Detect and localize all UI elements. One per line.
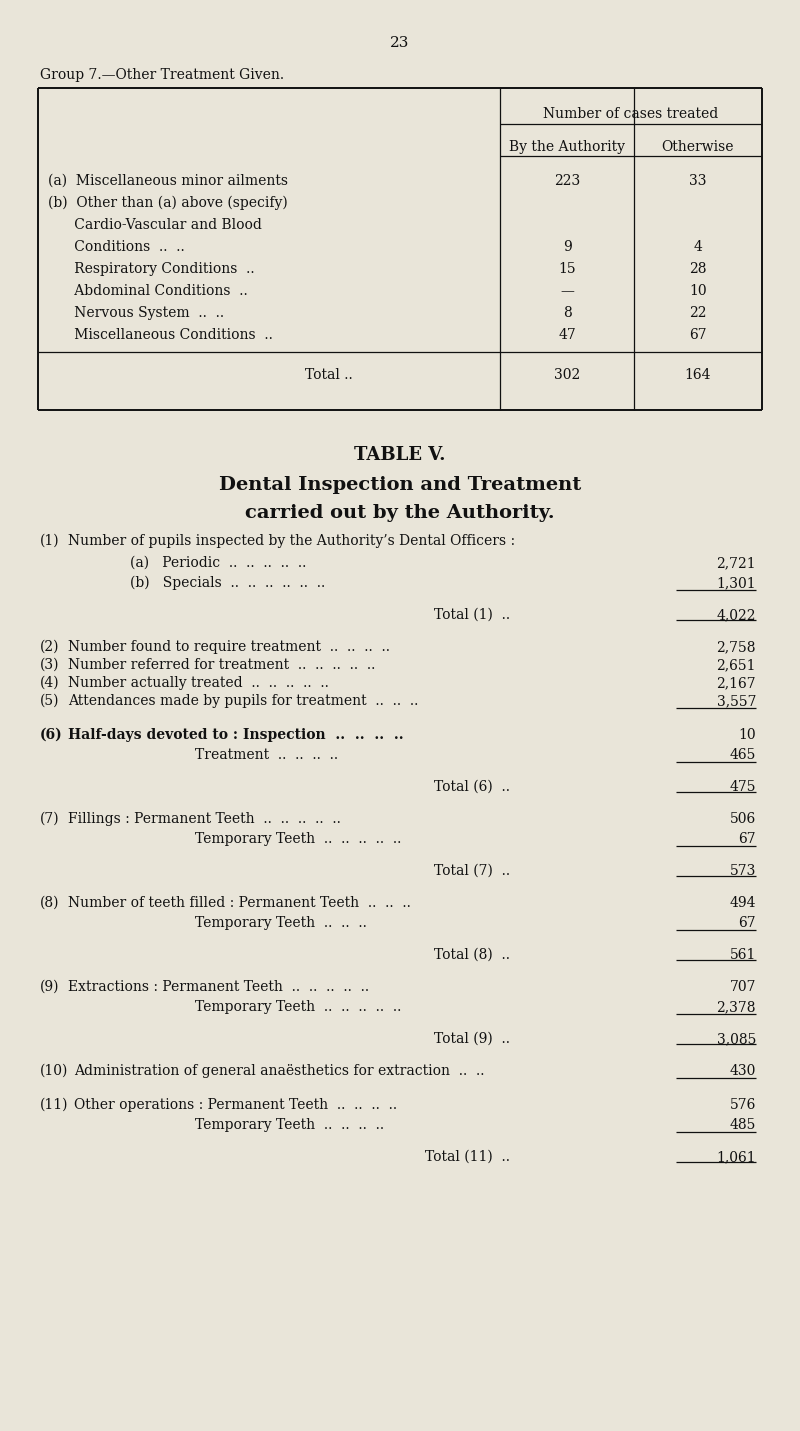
- Text: —: —: [560, 283, 574, 298]
- Text: (8): (8): [40, 896, 59, 910]
- Text: 10: 10: [738, 728, 756, 743]
- Text: Total ..: Total ..: [305, 368, 353, 382]
- Text: 10: 10: [689, 283, 707, 298]
- Text: Cardio-Vascular and Blood: Cardio-Vascular and Blood: [48, 218, 262, 232]
- Text: Respiratory Conditions  ..: Respiratory Conditions ..: [48, 262, 254, 276]
- Text: Temporary Teeth  ..  ..  ..: Temporary Teeth .. .. ..: [195, 916, 367, 930]
- Text: (3): (3): [40, 658, 59, 673]
- Text: Number of cases treated: Number of cases treated: [543, 107, 718, 122]
- Text: Half-days devoted to : Inspection  ..  ..  ..  ..: Half-days devoted to : Inspection .. .. …: [68, 728, 404, 743]
- Text: Number referred for treatment  ..  ..  ..  ..  ..: Number referred for treatment .. .. .. .…: [68, 658, 375, 673]
- Text: 47: 47: [558, 328, 576, 342]
- Text: 4,022: 4,022: [717, 608, 756, 622]
- Text: (a)  Miscellaneous minor ailments: (a) Miscellaneous minor ailments: [48, 175, 288, 187]
- Text: 2,721: 2,721: [716, 557, 756, 570]
- Text: Fillings : Permanent Teeth  ..  ..  ..  ..  ..: Fillings : Permanent Teeth .. .. .. .. .…: [68, 811, 341, 826]
- Text: (4): (4): [40, 675, 60, 690]
- Text: Nervous System  ..  ..: Nervous System .. ..: [48, 306, 224, 321]
- Text: Treatment  ..  ..  ..  ..: Treatment .. .. .. ..: [195, 748, 338, 761]
- Text: 707: 707: [730, 980, 756, 995]
- Text: 28: 28: [690, 262, 706, 276]
- Text: (b)  Other than (a) above (specify): (b) Other than (a) above (specify): [48, 196, 288, 210]
- Text: Abdominal Conditions  ..: Abdominal Conditions ..: [48, 283, 248, 298]
- Text: Total (11)  ..: Total (11) ..: [425, 1151, 510, 1163]
- Text: Conditions  ..  ..: Conditions .. ..: [48, 240, 185, 253]
- Text: 3,085: 3,085: [717, 1032, 756, 1046]
- Text: (7): (7): [40, 811, 60, 826]
- Text: 2,378: 2,378: [717, 1000, 756, 1015]
- Text: Other operations : Permanent Teeth  ..  ..  ..  ..: Other operations : Permanent Teeth .. ..…: [74, 1098, 397, 1112]
- Text: Total (1)  ..: Total (1) ..: [434, 608, 510, 622]
- Text: Temporary Teeth  ..  ..  ..  ..: Temporary Teeth .. .. .. ..: [195, 1118, 384, 1132]
- Text: 465: 465: [730, 748, 756, 761]
- Text: 2,758: 2,758: [717, 640, 756, 654]
- Text: 164: 164: [685, 368, 711, 382]
- Text: 3,557: 3,557: [717, 694, 756, 708]
- Text: 8: 8: [562, 306, 571, 321]
- Text: (1): (1): [40, 534, 60, 548]
- Text: 1,061: 1,061: [716, 1151, 756, 1163]
- Text: Miscellaneous Conditions  ..: Miscellaneous Conditions ..: [48, 328, 273, 342]
- Text: 23: 23: [390, 36, 410, 50]
- Text: 15: 15: [558, 262, 576, 276]
- Text: (11): (11): [40, 1098, 69, 1112]
- Text: (2): (2): [40, 640, 59, 654]
- Text: (5): (5): [40, 694, 59, 708]
- Text: 475: 475: [730, 780, 756, 794]
- Text: 67: 67: [738, 916, 756, 930]
- Text: 494: 494: [730, 896, 756, 910]
- Text: 22: 22: [690, 306, 706, 321]
- Text: carried out by the Authority.: carried out by the Authority.: [245, 504, 555, 522]
- Text: 485: 485: [730, 1118, 756, 1132]
- Text: Otherwise: Otherwise: [662, 140, 734, 155]
- Text: 576: 576: [730, 1098, 756, 1112]
- Text: (b)   Specials  ..  ..  ..  ..  ..  ..: (b) Specials .. .. .. .. .. ..: [130, 577, 326, 591]
- Text: 573: 573: [730, 864, 756, 879]
- Text: (a)   Periodic  ..  ..  ..  ..  ..: (a) Periodic .. .. .. .. ..: [130, 557, 306, 570]
- Text: Extractions : Permanent Teeth  ..  ..  ..  ..  ..: Extractions : Permanent Teeth .. .. .. .…: [68, 980, 369, 995]
- Text: By the Authority: By the Authority: [509, 140, 625, 155]
- Text: Temporary Teeth  ..  ..  ..  ..  ..: Temporary Teeth .. .. .. .. ..: [195, 1000, 402, 1015]
- Text: 506: 506: [730, 811, 756, 826]
- Text: 223: 223: [554, 175, 580, 187]
- Text: Number of teeth filled : Permanent Teeth  ..  ..  ..: Number of teeth filled : Permanent Teeth…: [68, 896, 411, 910]
- Text: 9: 9: [562, 240, 571, 253]
- Text: (9): (9): [40, 980, 59, 995]
- Text: 302: 302: [554, 368, 580, 382]
- Text: Total (9)  ..: Total (9) ..: [434, 1032, 510, 1046]
- Text: Number found to require treatment  ..  ..  ..  ..: Number found to require treatment .. .. …: [68, 640, 390, 654]
- Text: Administration of general anaësthetics for extraction  ..  ..: Administration of general anaësthetics f…: [74, 1065, 485, 1078]
- Text: Total (6)  ..: Total (6) ..: [434, 780, 510, 794]
- Text: 2,651: 2,651: [717, 658, 756, 673]
- Text: (6): (6): [40, 728, 62, 743]
- Text: 1,301: 1,301: [716, 577, 756, 590]
- Text: Number of pupils inspected by the Authority’s Dental Officers :: Number of pupils inspected by the Author…: [68, 534, 515, 548]
- Text: Number actually treated  ..  ..  ..  ..  ..: Number actually treated .. .. .. .. ..: [68, 675, 329, 690]
- Text: Total (8)  ..: Total (8) ..: [434, 947, 510, 962]
- Text: Temporary Teeth  ..  ..  ..  ..  ..: Temporary Teeth .. .. .. .. ..: [195, 831, 402, 846]
- Text: 33: 33: [690, 175, 706, 187]
- Text: 67: 67: [689, 328, 707, 342]
- Text: 4: 4: [694, 240, 702, 253]
- Text: Dental Inspection and Treatment: Dental Inspection and Treatment: [219, 477, 581, 494]
- Text: Total (7)  ..: Total (7) ..: [434, 864, 510, 879]
- Text: TABLE V.: TABLE V.: [354, 446, 446, 464]
- Text: 430: 430: [730, 1065, 756, 1078]
- Text: 2,167: 2,167: [716, 675, 756, 690]
- Text: 67: 67: [738, 831, 756, 846]
- Text: Group 7.—Other Treatment Given.: Group 7.—Other Treatment Given.: [40, 69, 284, 82]
- Text: (10): (10): [40, 1065, 68, 1078]
- Text: Attendances made by pupils for treatment  ..  ..  ..: Attendances made by pupils for treatment…: [68, 694, 418, 708]
- Text: 561: 561: [730, 947, 756, 962]
